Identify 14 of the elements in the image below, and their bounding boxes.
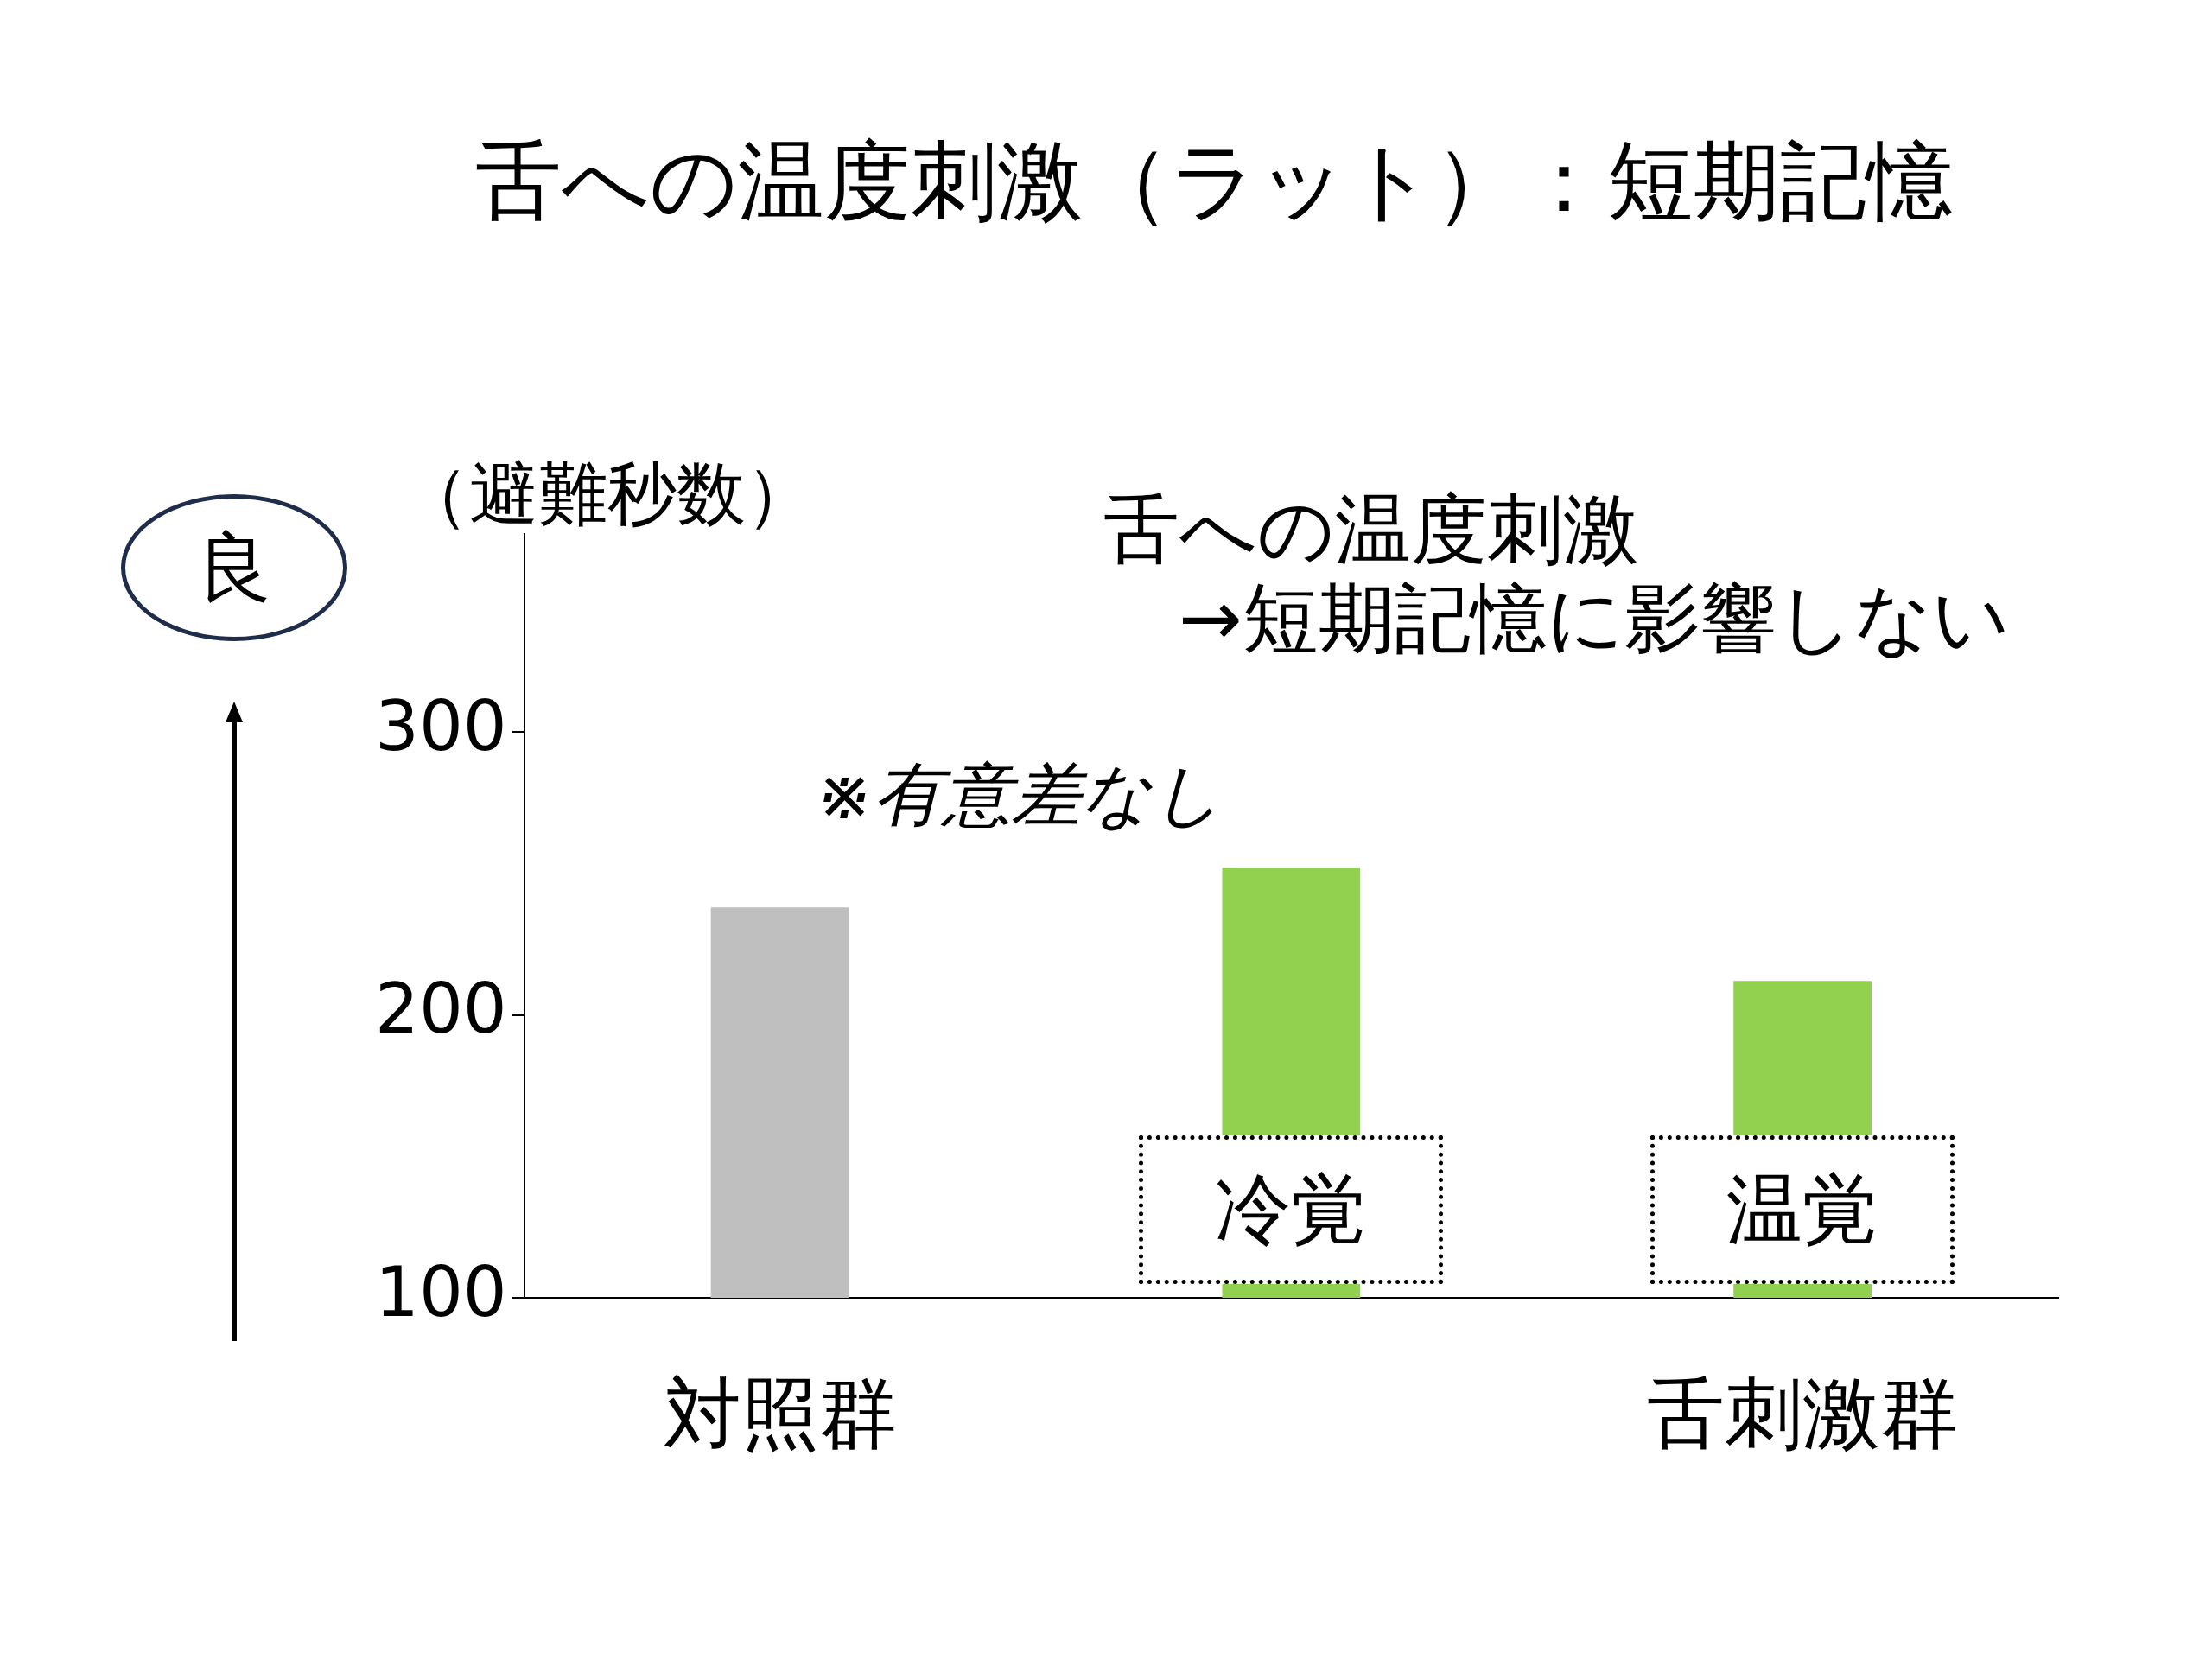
annotation: 舌への温度刺激 →短期記憶に影響しない [1103, 484, 2010, 663]
x-tick-label: 舌刺激群 [1647, 1368, 1959, 1459]
oval-outline: 良 [121, 494, 347, 641]
x-tick-label: 対照群 [663, 1368, 897, 1459]
annotation: 冷覚 [1215, 1163, 1368, 1255]
chart-title: 舌への温度刺激（ラット）：短期記憶 [475, 130, 1953, 232]
dotted-frame: 温覚 [1650, 1135, 1955, 1284]
annotation: ※有意差なし [816, 753, 1224, 835]
y-axis-title: （避難秒数） [400, 453, 815, 534]
y-tick-label: 200 [374, 969, 507, 1050]
y-tick-label: 300 [374, 685, 507, 766]
y-tick-label: 100 [374, 1251, 507, 1332]
dotted-frame: 冷覚 [1139, 1135, 1444, 1284]
annotation: 温覚 [1726, 1163, 1879, 1255]
